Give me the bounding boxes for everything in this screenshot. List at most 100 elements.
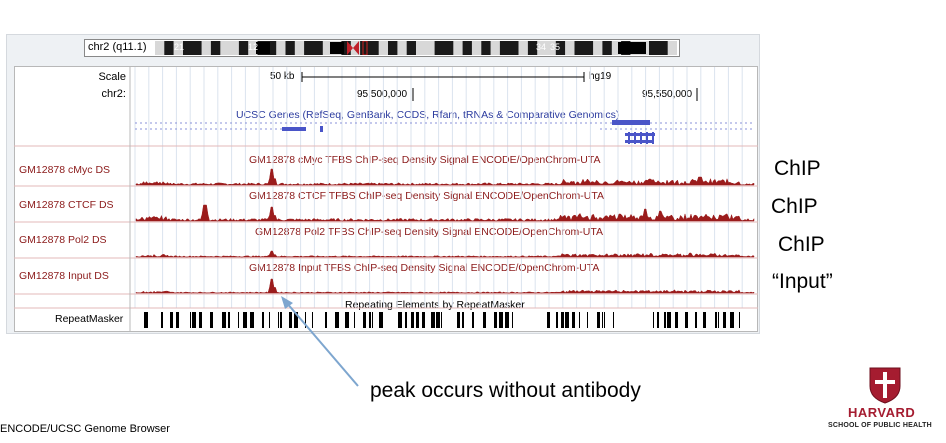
repeat-element [222,312,226,328]
repeat-element [278,312,279,328]
signal-density [135,204,755,222]
repeat-element [556,312,558,328]
ideogram-band [210,41,221,55]
ideogram-band [574,41,585,55]
repeat-element [416,312,419,328]
ideogram-band [667,41,677,55]
repeat-element [422,312,425,328]
repeat-element [572,312,575,328]
repeat-element [238,312,239,328]
ideogram-band [518,41,529,55]
repeat-element [436,312,440,328]
tracks-area [14,66,758,332]
repeat-element [305,312,306,328]
repeat-element [512,312,513,328]
repeat-element [379,312,383,328]
signal-density [135,250,755,258]
band-number-label: 34 [536,42,547,52]
repeat-element [262,312,264,328]
credit-text: ENCODE/UCSC Genome Browser [0,423,170,435]
ideogram-band [388,41,398,55]
ideogram-band [471,41,482,55]
annotation-text: peak occurs without antibody [370,379,641,402]
repeat-element [335,312,339,328]
band-number-box [256,42,270,54]
repeat-element [472,312,474,328]
band-number-box [618,42,632,54]
repeat-element [602,312,603,328]
ideogram-band [294,41,305,55]
repeat-element [657,312,659,328]
gene-exon [628,132,630,144]
ideogram-band [481,41,491,55]
gene-exon [625,140,653,143]
signal-density [135,168,755,186]
ideogram-band [360,41,370,55]
repeat-element [715,312,717,328]
repeat-element [431,312,435,328]
repeat-element [170,312,173,328]
repeat-element [723,312,726,328]
ideogram-band [434,41,445,55]
gene-exon [320,126,323,132]
repeat-element [685,312,688,328]
ideogram-band [248,41,258,55]
repeat-element [547,312,550,328]
repeat-element [675,312,678,328]
repeat-element [210,312,213,328]
ideogram-band [416,41,426,55]
ideogram-band [462,41,473,55]
position-tick-2: 95,550,000 [642,89,693,100]
harvard-shield-icon [869,367,901,404]
side-label-chip-1: ChIP [774,157,821,180]
repeat-element [161,312,163,328]
ideogram-band [397,41,407,55]
ideogram-bands [155,41,677,55]
chromosome-ideogram[interactable]: chr2 (q11.1) 21 12 34 35 [84,39,680,57]
track-name-ctcf[interactable]: GM12878 CTCF DS [19,199,114,211]
repeat-element [597,312,600,328]
repeat-element [250,312,254,328]
chrom-label: chr2: [101,88,126,100]
track-name-input[interactable]: GM12878 Input DS [19,270,109,282]
ideogram-band [378,41,389,55]
track-name-repeatmasker[interactable]: RepeatMasker [55,313,124,325]
repeat-element [144,312,148,328]
ideogram-band [285,41,296,55]
gene-exon [646,132,648,144]
repeat-element [294,312,298,328]
repeat-element [369,312,371,328]
ideogram-band [341,41,351,55]
repeat-element [561,312,564,328]
genes-track-title[interactable]: UCSC Genes (RefSeq, GenBank, CCDS, Rfam,… [236,109,620,121]
repeat-drawing [144,312,740,328]
gene-exon [634,132,636,144]
repeat-element [457,312,460,328]
track-title-input: GM12878 Input TFBS ChIP-seq Density Sign… [249,262,600,274]
ideogram-band [406,41,417,55]
repeat-element [280,312,282,328]
band-number-label: 35 [550,42,561,52]
repeat-element [325,312,327,328]
track-name-pol2[interactable]: GM12878 Pol2 DS [19,234,107,246]
repeat-element [354,312,355,328]
ideogram-band [238,41,249,55]
repeat-element [441,312,442,328]
ideogram-band [369,41,379,55]
repeat-element [269,312,270,328]
ideogram-band [509,41,519,55]
repeat-element [192,312,196,328]
gene-exon [282,127,306,131]
track-name-cmyc[interactable]: GM12878 cMyc DS [19,164,111,176]
repeat-element [667,312,671,328]
signals-drawing [135,168,755,294]
repeat-element [372,312,373,328]
ideogram-band [611,41,622,55]
ideogram-band [266,41,277,55]
repeat-element [190,312,191,328]
harvard-logo-name: HARVARD [848,405,916,420]
gene-exon [612,120,650,125]
repeat-element [398,312,402,328]
ideogram-band [276,41,286,55]
ideogram-band [565,41,575,55]
